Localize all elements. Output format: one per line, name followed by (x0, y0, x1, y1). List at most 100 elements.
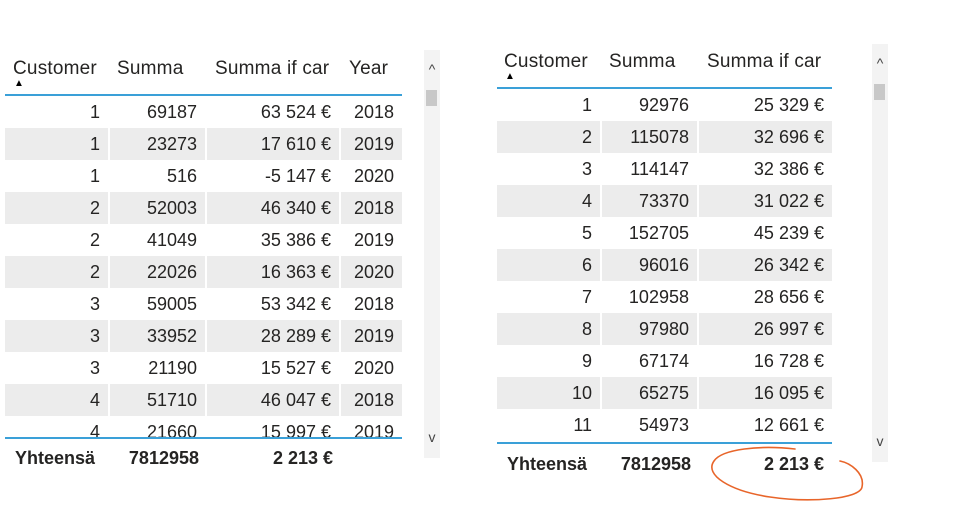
right-table-total-row: Yhteensä 7812958 2 213 € (497, 442, 832, 484)
right-table-cell: 26 342 € (753, 255, 824, 275)
right-col-header-summa-if-car[interactable]: Summa if car (707, 51, 822, 72)
right-scrollbar[interactable]: ^ v (872, 44, 888, 462)
right-table-cell: 8 (497, 313, 602, 345)
scroll-down-icon[interactable]: v (876, 433, 884, 449)
left-table-cell: 46 047 € (207, 384, 341, 416)
right-table-cell: 32 696 € (753, 127, 824, 147)
left-table-cell: 2020 (353, 166, 394, 186)
left-table-cell: 1 (5, 160, 110, 192)
right-table-body: 1 92976 25 329 € 2 115078 32 696 € 3 114147 32 3… (497, 89, 832, 441)
left-total-label: Yhteensä (15, 448, 96, 468)
left-table-cell: 2019 (353, 230, 394, 250)
left-table-cell: 1 (5, 128, 110, 160)
right-table: Customer ▲ Summa Summa if car 1 92976 25 3… (497, 44, 832, 441)
left-table-cell: 2 (5, 256, 110, 288)
left-table-cell: 2018 (353, 102, 394, 122)
right-table-cell: 97980 (602, 313, 699, 345)
left-table-cell: 3 (5, 320, 110, 352)
left-table-cell: 41049 (110, 224, 207, 256)
annotation-circle-stroke (711, 446, 864, 501)
right-total-summa-if-car: 2 213 € (763, 454, 824, 474)
left-col-header-summa[interactable]: Summa (117, 58, 184, 79)
right-table-row: 10 65275 16 095 € (497, 377, 832, 409)
left-table-cell: 28 289 € (207, 320, 341, 352)
right-table-cell: 3 (497, 153, 602, 185)
right-scrollbar-thumb[interactable] (874, 84, 885, 100)
right-table-header: Customer ▲ Summa Summa if car (497, 44, 832, 89)
left-scrollbar[interactable]: ^ v (424, 50, 440, 458)
right-table-cell: 115078 (602, 121, 699, 153)
left-scrollbar-thumb[interactable] (426, 90, 437, 106)
left-table-cell: 2019 (353, 134, 394, 154)
right-table-cell: 26 997 € (753, 319, 824, 339)
left-table-row: 2 22026 16 363 € 2020 (5, 256, 402, 288)
left-col-header-customer[interactable]: Customer (13, 58, 97, 79)
left-table-row: 3 21190 15 527 € 2020 (5, 352, 402, 384)
left-table-cell: 23273 (110, 128, 207, 160)
sort-ascending-icon[interactable]: ▲ (505, 71, 515, 82)
left-table-cell: 2 (5, 192, 110, 224)
left-table-cell: 51710 (110, 384, 207, 416)
right-table-cell: 32 386 € (753, 159, 824, 179)
left-col-header-year[interactable]: Year (349, 58, 389, 79)
left-table-cell: 1 (5, 96, 110, 128)
left-table-total-row: Yhteensä 7812958 2 213 € (5, 437, 402, 479)
left-table-row: 1 516 -5 147 € 2020 (5, 160, 402, 192)
right-table-cell: 12 661 € (753, 415, 824, 435)
left-table-row: 3 59005 53 342 € 2018 (5, 288, 402, 320)
left-table-cell: 2 (5, 224, 110, 256)
right-table-row: 8 97980 26 997 € (497, 313, 832, 345)
right-table-cell: 152705 (602, 217, 699, 249)
left-total-summa-if-car: 2 213 € (272, 448, 333, 468)
annotation-circle (711, 446, 864, 501)
right-table-cell: 4 (497, 185, 602, 217)
left-table-cell: 63 524 € (207, 96, 341, 128)
left-table-cell: 35 386 € (207, 224, 341, 256)
right-table-row: 3 114147 32 386 € (497, 153, 832, 185)
right-table-cell: 65275 (602, 377, 699, 409)
right-col-header-customer[interactable]: Customer (504, 51, 588, 72)
right-total-summa: 7812958 (620, 454, 691, 474)
right-table-cell: 11 (497, 409, 602, 441)
left-table-cell: 516 (110, 160, 207, 192)
left-col-header-summa-if-car[interactable]: Summa if car (215, 58, 330, 79)
right-table-row: 4 73370 31 022 € (497, 185, 832, 217)
left-table-visual: Customer ▲ Summa Summa if car Year 1 6918… (5, 50, 441, 480)
right-table-cell: 7 (497, 281, 602, 313)
right-table-cell: 1 (497, 89, 602, 121)
right-table-row: 7 102958 28 656 € (497, 281, 832, 313)
scroll-up-icon[interactable]: ^ (876, 55, 884, 71)
left-table-row: 1 69187 63 524 € 2018 (5, 96, 402, 128)
right-table-row: 1 92976 25 329 € (497, 89, 832, 121)
left-table-cell: 2019 (353, 326, 394, 346)
right-table-row: 5 152705 45 239 € (497, 217, 832, 249)
left-table-cell: 2018 (353, 294, 394, 314)
left-table-cell: 2019 (353, 422, 394, 438)
left-table-cell: 17 610 € (207, 128, 341, 160)
right-table-cell: 10 (497, 377, 602, 409)
right-total-label: Yhteensä (507, 454, 588, 474)
left-table-cell: 52003 (110, 192, 207, 224)
right-col-header-summa[interactable]: Summa (609, 51, 676, 72)
left-total-year (341, 439, 402, 479)
scroll-down-icon[interactable]: v (428, 429, 436, 445)
right-table-cell: 54973 (602, 409, 699, 441)
right-table-cell: 6 (497, 249, 602, 281)
right-table-cell: 9 (497, 345, 602, 377)
right-table-cell: 25 329 € (753, 95, 824, 115)
right-table-row: 6 96016 26 342 € (497, 249, 832, 281)
left-table: Customer ▲ Summa Summa if car Year 1 6918… (5, 50, 402, 438)
sort-ascending-icon[interactable]: ▲ (14, 78, 24, 89)
right-table-cell: 96016 (602, 249, 699, 281)
right-table-cell: 45 239 € (753, 223, 824, 243)
right-table-cell: 92976 (602, 89, 699, 121)
right-table-cell: 73370 (602, 185, 699, 217)
right-table-visual: Customer ▲ Summa Summa if car 1 92976 25 3… (497, 44, 889, 484)
scroll-up-icon[interactable]: ^ (428, 61, 436, 77)
left-table-row: 4 51710 46 047 € 2018 (5, 384, 402, 416)
left-table-cell: 2018 (353, 390, 394, 410)
left-table-cell: 4 (5, 416, 110, 438)
left-table-cell: 2018 (353, 198, 394, 218)
right-table-cell: 2 (497, 121, 602, 153)
left-table-row: 1 23273 17 610 € 2019 (5, 128, 402, 160)
